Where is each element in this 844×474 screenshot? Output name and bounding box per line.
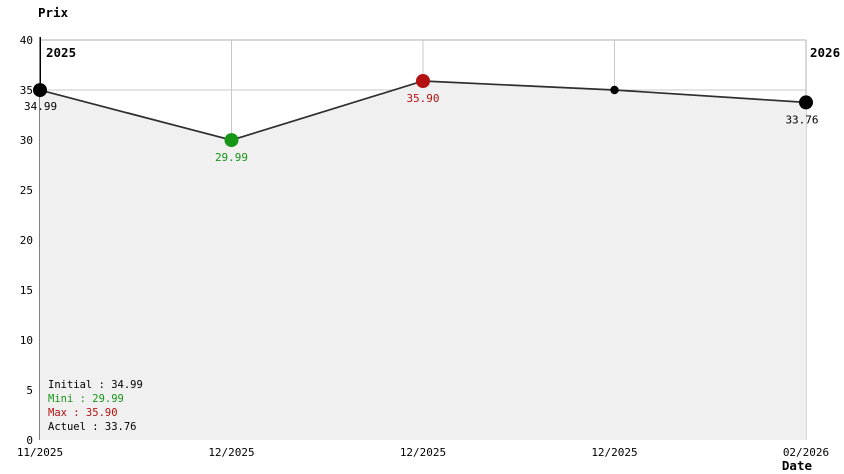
x-tick-label: 02/2026 xyxy=(783,446,829,459)
axis-ticks-layer: 40 35 30 25 20 15 10 5 011/2025 12/2025 12/2025 12/… xyxy=(17,34,829,459)
y-tick-label: 35 xyxy=(20,84,33,97)
data-point-current xyxy=(799,95,813,110)
data-points-layer xyxy=(33,74,813,148)
price-area-layer xyxy=(40,81,806,440)
y-tick-label: 40 xyxy=(20,34,33,47)
x-tick-label: 12/2025 xyxy=(591,446,637,459)
legend-max: Max : 35.90 xyxy=(48,407,118,419)
data-point-min xyxy=(224,133,239,148)
data-point-max-label: 35.90 xyxy=(406,92,439,105)
data-point-min-label: 29.99 xyxy=(215,151,248,164)
data-point-current-label: 33.76 xyxy=(785,113,818,126)
legend: Initial : 34.99 Mini : 29.99 Max : 35.90… xyxy=(48,379,143,433)
y-tick-label: 10 xyxy=(20,334,33,347)
point-labels-layer: 34.99 29.99 35.90 33.76 xyxy=(24,92,819,164)
year-marker-right: 2026 xyxy=(810,45,840,60)
y-tick-label: 20 xyxy=(20,234,33,247)
data-point-intermediate xyxy=(610,85,619,95)
legend-current: Actuel : 33.76 xyxy=(48,421,137,433)
x-tick-label: 12/2025 xyxy=(208,446,254,459)
y-tick-label: 25 xyxy=(20,184,33,197)
legend-initial: Initial : 34.99 xyxy=(48,379,143,391)
y-tick-label: 30 xyxy=(20,134,33,147)
year-marker-left: 2025 xyxy=(46,45,76,60)
x-tick-label: 12/2025 xyxy=(400,446,446,459)
data-point-initial-label: 34.99 xyxy=(24,100,57,113)
y-tick-label: 15 xyxy=(20,284,33,297)
data-point-max xyxy=(416,74,430,88)
x-axis-title: Date xyxy=(782,458,813,473)
legend-min: Mini : 29.99 xyxy=(48,393,124,405)
y-tick-label: 5 xyxy=(26,384,33,397)
y-tick-label: 0 xyxy=(26,434,33,447)
y-axis-title: Prix xyxy=(38,5,69,20)
price-area-fill xyxy=(40,81,806,440)
x-tick-label: 11/2025 xyxy=(17,446,63,459)
data-point-initial xyxy=(33,83,47,98)
